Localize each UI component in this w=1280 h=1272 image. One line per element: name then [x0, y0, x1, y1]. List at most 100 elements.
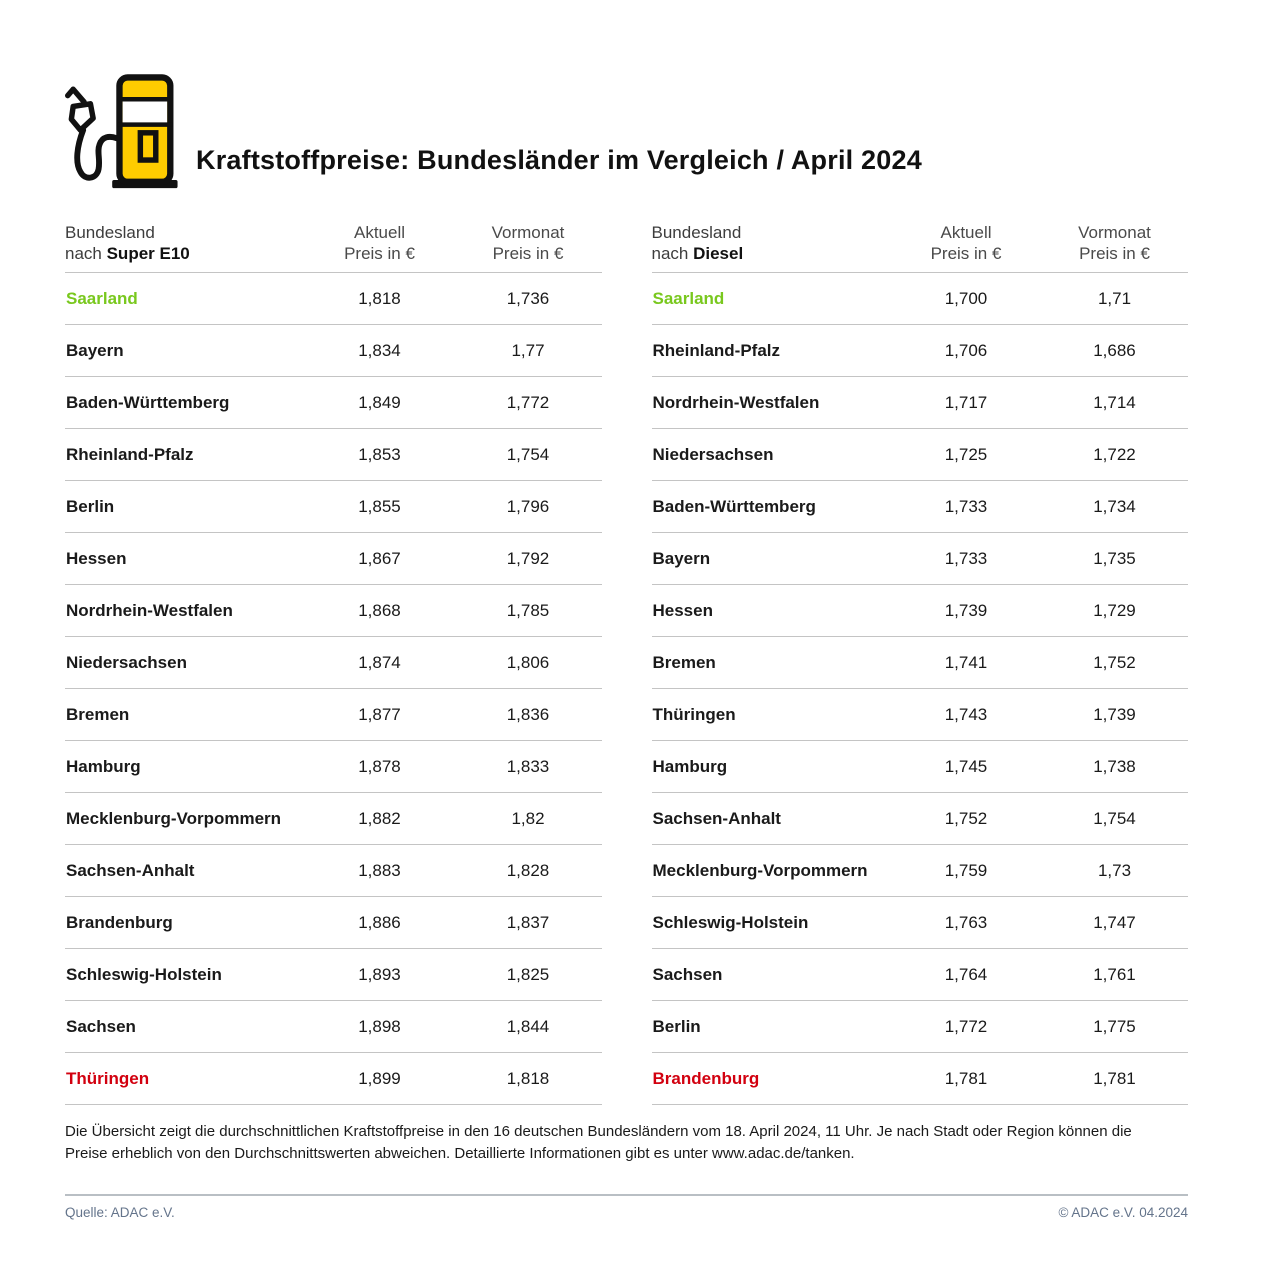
diesel-table: Bundesland nach Diesel Aktuell Preis in … — [651, 220, 1188, 1105]
price-current: 1,763 — [944, 912, 988, 932]
price-current: 1,764 — [944, 964, 988, 984]
table-row: Hessen 1,867 1,792 — [65, 533, 602, 585]
price-current: 1,818 — [358, 288, 401, 308]
price-previous: 1,837 — [506, 912, 550, 932]
state-name: Sachsen — [652, 964, 723, 984]
table-row: Bayern 1,733 1,735 — [651, 533, 1188, 585]
price-previous: 1,781 — [1093, 1068, 1136, 1088]
state-name: Sachsen-Anhalt — [652, 808, 781, 828]
state-name: Niedersachsen — [652, 444, 774, 464]
price-current: 1,725 — [944, 444, 988, 464]
col-header-aktuell-line1: Aktuell — [940, 223, 992, 242]
col-header-bundesland-line1: Bundesland — [65, 223, 155, 242]
col-header-aktuell: Aktuell Preis in € — [891, 222, 1041, 264]
price-previous: 1,796 — [506, 496, 550, 516]
col-header-bundesland-line1: Bundesland — [651, 223, 742, 242]
col-header-vormonat: Vormonat Preis in € — [455, 222, 602, 264]
price-current: 1,772 — [944, 1016, 988, 1036]
price-previous: 1,734 — [1093, 496, 1136, 516]
copyright-label: © ADAC e.V. 04.2024 — [1058, 1205, 1188, 1220]
price-current: 1,898 — [358, 1016, 401, 1036]
table-row: Bremen 1,877 1,836 — [65, 689, 602, 741]
price-previous: 1,792 — [506, 548, 550, 568]
price-previous: 1,833 — [506, 756, 550, 776]
col-header-vormonat-line1: Vormonat — [1078, 223, 1151, 242]
price-current: 1,745 — [944, 756, 988, 776]
table-row: Baden-Württemberg 1,849 1,772 — [65, 377, 602, 429]
price-current: 1,882 — [358, 808, 401, 828]
page-title: Kraftstoffpreise: Bundesländer im Vergle… — [196, 145, 922, 175]
footer: Quelle: ADAC e.V. © ADAC e.V. 04.2024 — [65, 1205, 1188, 1220]
state-name: Saarland — [652, 288, 725, 308]
col-header-nach: nach — [65, 244, 107, 263]
price-current: 1,886 — [358, 912, 401, 932]
state-name: Brandenburg — [652, 1068, 760, 1088]
table-row: Mecklenburg-Vorpommern 1,759 1,73 — [651, 845, 1188, 897]
state-name: Berlin — [652, 1016, 701, 1036]
col-header-vormonat-line1: Vormonat — [491, 223, 565, 242]
table-row: Nordrhein-Westfalen 1,868 1,785 — [65, 585, 602, 637]
state-name: Thüringen — [66, 1068, 150, 1088]
table-row: Nordrhein-Westfalen 1,717 1,714 — [651, 377, 1188, 429]
col-header-vormonat-line2: Preis in € — [1079, 244, 1150, 263]
super-e10-table-header: Bundesland nach Super E10 Aktuell Preis … — [65, 220, 602, 273]
price-current: 1,741 — [944, 652, 988, 672]
price-previous: 1,77 — [511, 340, 545, 360]
price-previous: 1,739 — [1093, 704, 1136, 724]
price-previous: 1,722 — [1093, 444, 1136, 464]
table-row: Berlin 1,855 1,796 — [65, 481, 602, 533]
table-row: Niedersachsen 1,874 1,806 — [65, 637, 602, 689]
col-header-bundesland: Bundesland nach Super E10 — [65, 222, 305, 264]
price-previous: 1,772 — [506, 392, 550, 412]
state-name: Sachsen-Anhalt — [66, 860, 195, 880]
table-row: Sachsen-Anhalt 1,752 1,754 — [651, 793, 1188, 845]
table-row: Saarland 1,700 1,71 — [651, 273, 1188, 325]
price-previous: 1,844 — [506, 1016, 550, 1036]
state-name: Nordrhein-Westfalen — [66, 600, 233, 620]
table-row: Hamburg 1,745 1,738 — [651, 741, 1188, 793]
col-header-nach: nach — [651, 244, 694, 263]
price-previous: 1,825 — [506, 964, 550, 984]
col-header-vormonat-line2: Preis in € — [492, 244, 564, 263]
table-row: Baden-Württemberg 1,733 1,734 — [651, 481, 1188, 533]
price-current: 1,849 — [358, 392, 401, 412]
price-previous: 1,828 — [506, 860, 550, 880]
state-name: Rheinland-Pfalz — [652, 340, 781, 360]
table-row: Hamburg 1,878 1,833 — [65, 741, 602, 793]
table-row: Thüringen 1,899 1,818 — [65, 1053, 602, 1105]
col-header-fuel-line: nach Super E10 — [65, 243, 305, 264]
state-name: Brandenburg — [66, 912, 173, 932]
page-header: Kraftstoffpreise: Bundesländer im Vergle… — [65, 70, 1188, 192]
price-current: 1,759 — [944, 860, 988, 880]
table-row: Sachsen 1,898 1,844 — [65, 1001, 602, 1053]
price-current: 1,893 — [358, 964, 401, 984]
state-name: Schleswig-Holstein — [652, 912, 809, 932]
price-current: 1,781 — [944, 1068, 988, 1088]
table-row: Thüringen 1,743 1,739 — [651, 689, 1188, 741]
price-previous: 1,738 — [1093, 756, 1136, 776]
table-row: Brandenburg 1,886 1,837 — [65, 897, 602, 949]
state-name: Bayern — [66, 340, 124, 360]
table-row: Schleswig-Holstein 1,763 1,747 — [651, 897, 1188, 949]
state-name: Hamburg — [652, 756, 728, 776]
price-current: 1,752 — [944, 808, 988, 828]
table-row: Niedersachsen 1,725 1,722 — [651, 429, 1188, 481]
fuel-type-label: Diesel — [693, 244, 744, 263]
price-current: 1,743 — [944, 704, 988, 724]
state-name: Hessen — [652, 600, 713, 620]
col-header-aktuell-line1: Aktuell — [353, 223, 406, 242]
col-header-vormonat: Vormonat Preis in € — [1041, 222, 1188, 264]
col-header-aktuell: Aktuell Preis in € — [305, 222, 455, 264]
price-previous: 1,752 — [1093, 652, 1136, 672]
footnote-line-1: Die Übersicht zeigt die durchschnittlich… — [65, 1123, 1132, 1140]
price-current: 1,834 — [358, 340, 401, 360]
price-previous: 1,71 — [1097, 288, 1132, 308]
price-current: 1,739 — [944, 600, 988, 620]
price-current: 1,899 — [358, 1068, 401, 1088]
state-name: Baden-Württemberg — [66, 392, 230, 412]
price-current: 1,867 — [358, 548, 401, 568]
table-row: Rheinland-Pfalz 1,853 1,754 — [65, 429, 602, 481]
price-previous: 1,761 — [1093, 964, 1136, 984]
table-row: Mecklenburg-Vorpommern 1,882 1,82 — [65, 793, 602, 845]
price-previous: 1,775 — [1093, 1016, 1136, 1036]
